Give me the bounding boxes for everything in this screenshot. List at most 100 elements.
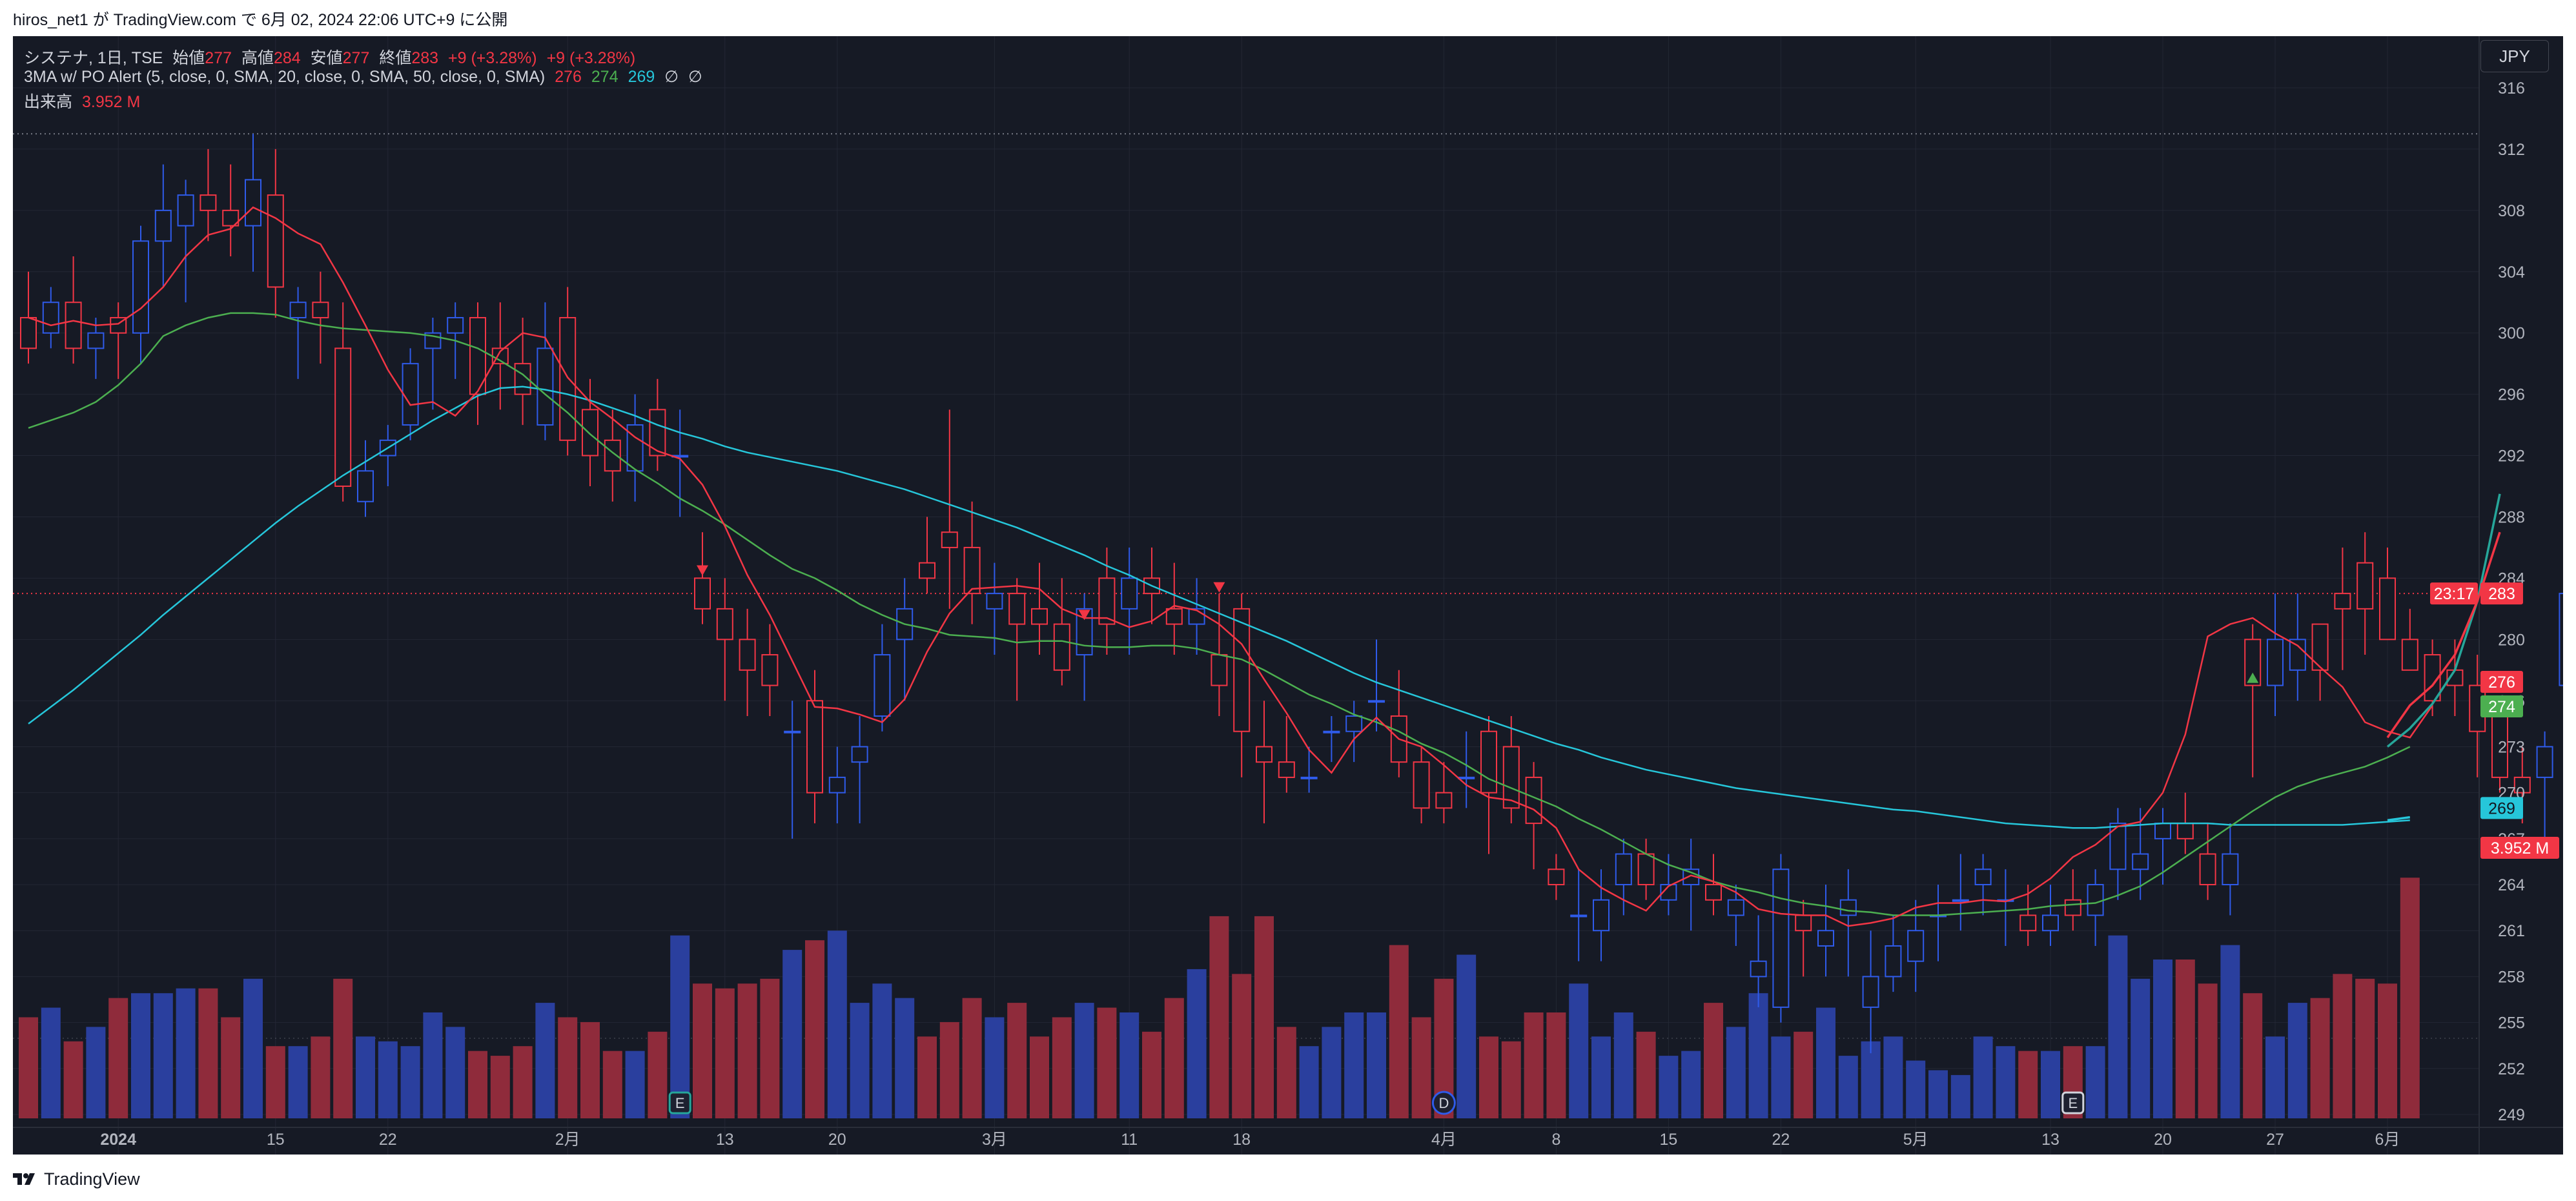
high-value: 284: [273, 49, 301, 67]
candle-body: [267, 194, 284, 288]
legend-indicator-row[interactable]: 3MA w/ PO Alert (5, close, 0, SMA, 20, c…: [24, 67, 708, 87]
candle-body: [289, 302, 307, 318]
x-tick-label: 18: [1232, 1131, 1251, 1149]
candle-body: [1637, 853, 1655, 886]
candle-body: [2199, 853, 2216, 886]
volume-bar: [311, 1036, 331, 1118]
volume-bar: [737, 983, 757, 1118]
volume-bar: [1097, 1007, 1117, 1118]
candle-body: [469, 316, 486, 395]
event-label: E: [675, 1095, 685, 1111]
currency-button[interactable]: JPY: [2480, 40, 2549, 72]
sell-signal-marker: [1213, 582, 1225, 593]
volume-bar: [2041, 1051, 2060, 1118]
y-tick-label: 308: [2498, 202, 2525, 220]
volume-label[interactable]: 出来高: [24, 93, 73, 111]
volume-bar: [558, 1017, 578, 1118]
volume-bar: [1344, 1012, 1364, 1118]
volume-bar: [1276, 1027, 1296, 1118]
volume-bar: [468, 1051, 487, 1118]
candle-body: [1502, 746, 1520, 809]
candle-body: [828, 776, 846, 794]
volume-bar: [1883, 1036, 1903, 1118]
time-axis: 2024 15 22 2月 13 20 3月 11 18 4月 8 15 22 5月 13 20 27 6月: [100, 1131, 2400, 1149]
chart-panel[interactable]: EDE 249252255258261264267270273276280284…: [13, 36, 2563, 1155]
volume-bar: [1996, 1046, 2016, 1118]
candle-body: [447, 316, 464, 334]
volume-bar: [939, 1021, 959, 1118]
volume-bar: [1232, 974, 1252, 1118]
volume-bar: [1479, 1036, 1498, 1118]
volume-bar: [625, 1051, 645, 1118]
candle-body: [941, 531, 958, 548]
volume-bar: [1704, 1003, 1723, 1118]
volume-bar: [917, 1036, 937, 1118]
ma5-badge: [2480, 671, 2523, 693]
candle-body: [919, 562, 935, 579]
candle-body: [2401, 639, 2418, 671]
y-tick-label: 249: [2498, 1106, 2525, 1124]
price-chart[interactable]: EDE 249252255258261264267270273276280284…: [13, 36, 2563, 1155]
candle-body: [2559, 593, 2563, 686]
countdown-badge-text: 23:17: [2434, 585, 2475, 603]
volume-bar: [2378, 983, 2397, 1118]
candle-body: [2267, 639, 2284, 686]
y-tick-label: 292: [2498, 447, 2525, 466]
x-tick-label: 15: [267, 1131, 285, 1149]
volume-bar: [243, 978, 263, 1118]
volume-bar: [1794, 1031, 1814, 1118]
volume-bar: [1861, 1041, 1881, 1118]
volume-bar: [1906, 1060, 1926, 1118]
x-tick-label: 20: [828, 1131, 846, 1149]
legend-volume-row[interactable]: 出来高 3.952 M: [24, 89, 145, 112]
volume-bar: [760, 978, 780, 1118]
candle-body: [1368, 700, 1385, 703]
candle-body: [1727, 899, 1744, 916]
tradingview-brand[interactable]: TradingView: [13, 1167, 140, 1191]
volume-bar: [872, 983, 892, 1118]
volume-bar: [1838, 1056, 1858, 1118]
candle-body: [1053, 623, 1070, 671]
brand-name: TradingView: [44, 1169, 140, 1189]
candle-body: [874, 654, 891, 717]
volume-bar: [1411, 1017, 1431, 1118]
candle-body: [222, 209, 240, 227]
volume-bar: [2153, 960, 2172, 1118]
ma5-badge-text: 276: [2488, 673, 2515, 692]
open-label: 始値: [172, 49, 205, 67]
volume-bar: [1726, 1027, 1746, 1118]
volume-value: 3.952 M: [81, 93, 141, 111]
volume-bar: [2310, 998, 2330, 1118]
candle-body: [1795, 914, 1812, 932]
volume-bar: [1950, 1074, 1970, 1118]
y-tick-label: 280: [2498, 631, 2525, 649]
ma20-badge: [2480, 695, 2523, 717]
y-tick-label: 252: [2498, 1060, 2525, 1078]
candle-body: [1952, 899, 1969, 902]
legend-ohlc-row: システナ, 1日, TSE 始値277 高値284 安値277 終値283 +9…: [24, 45, 640, 68]
candle-body: [2042, 914, 2059, 932]
indicator-name[interactable]: 3MA w/ PO Alert (5, close, 0, SMA, 20, c…: [24, 68, 546, 86]
volume-bar: [2131, 978, 2151, 1118]
candle-body: [65, 302, 82, 349]
x-tick-label: 6月: [2375, 1131, 2400, 1149]
y-tick-label: 312: [2498, 141, 2525, 159]
candle-body: [1076, 608, 1093, 656]
volume-bar: [693, 983, 712, 1118]
symbol-title[interactable]: システナ, 1日, TSE: [24, 49, 163, 67]
candle-body: [1817, 930, 1834, 947]
candle-body: [2019, 914, 2037, 932]
volume-bar: [378, 1041, 398, 1118]
candle-body: [2109, 823, 2127, 870]
x-tick-label: 27: [2266, 1131, 2284, 1149]
candle-body: [1435, 792, 1453, 809]
x-tick-label: 2月: [555, 1131, 580, 1149]
volume-bar: [580, 1021, 600, 1118]
volume-bar: [176, 988, 196, 1118]
x-tick-label: 20: [2154, 1131, 2172, 1149]
volume-bar: [2400, 878, 2420, 1118]
volume-bar: [1164, 998, 1184, 1118]
candle-body: [986, 593, 1003, 610]
volume-bar: [400, 1046, 420, 1118]
volume-bar: [805, 940, 824, 1118]
